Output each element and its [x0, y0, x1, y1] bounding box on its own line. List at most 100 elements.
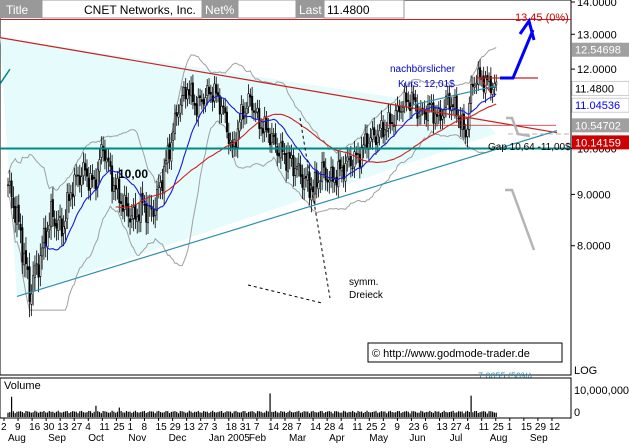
candle-body — [360, 146, 363, 167]
date-tick-label: 27 — [198, 422, 210, 433]
volume-bar — [439, 413, 442, 417]
candle-body — [222, 105, 225, 108]
after-hours-label: nachbörslicher — [390, 64, 456, 75]
date-tick-label: 27 — [71, 422, 83, 433]
volume-bar — [378, 412, 381, 417]
volume-bar — [70, 412, 72, 417]
price-badge-bg — [572, 42, 629, 57]
candle-body — [238, 121, 241, 132]
copyright-box — [367, 342, 563, 363]
volume-bar — [75, 411, 77, 417]
candle-body — [317, 182, 320, 190]
candle-body — [245, 107, 248, 114]
candle-body — [112, 185, 115, 192]
candle-body — [475, 82, 478, 85]
date-tick-label: 23 — [408, 422, 420, 433]
candle-body — [434, 113, 437, 124]
candle-body — [132, 207, 135, 219]
volume-bar — [133, 411, 135, 417]
candle-body — [209, 91, 212, 95]
candle-body — [33, 265, 36, 278]
candle-body — [59, 215, 62, 218]
candle-body — [353, 151, 356, 168]
volume-tick-zero: 0 — [574, 407, 580, 419]
volume-bar — [61, 412, 63, 417]
candle-body — [313, 171, 316, 195]
volume-bar — [32, 412, 34, 417]
volume-bar — [391, 412, 393, 417]
volume-bar — [282, 411, 284, 417]
candle-body — [416, 103, 419, 119]
volume-bar — [116, 411, 119, 417]
volume-bar — [48, 410, 50, 417]
candle-body — [161, 180, 164, 192]
volume-bar — [183, 411, 185, 417]
candle-body — [145, 203, 148, 223]
candle-body — [269, 133, 272, 146]
volume-bar — [427, 411, 429, 417]
volume-bar — [25, 411, 27, 417]
candle-body — [495, 81, 498, 86]
candle-body — [324, 167, 327, 181]
volume-bar — [303, 411, 305, 417]
volume-bar — [472, 412, 474, 417]
volume-bar — [63, 411, 65, 417]
volume-bar — [292, 412, 295, 417]
candle-body — [380, 120, 383, 129]
volume-bar — [222, 412, 224, 417]
date-tick-label: 9 — [15, 422, 21, 433]
volume-bar — [429, 410, 431, 417]
annotation-overlays: 13.45 (0%) nachbörslicher Kurs: 12,01$ Gap … — [118, 12, 571, 381]
volume-bar — [167, 411, 169, 417]
projection-path-down — [505, 188, 536, 251]
volume-bar — [317, 412, 320, 417]
candle-body — [220, 105, 223, 115]
volume-bar — [136, 412, 138, 417]
candle-body — [243, 111, 246, 118]
volume-bar — [423, 412, 426, 417]
volume-bar — [289, 410, 291, 417]
date-tick-label: 25 — [366, 422, 378, 433]
candle-body — [188, 89, 191, 96]
volume-bar — [387, 411, 390, 417]
volume-bar — [168, 413, 171, 417]
candle-body — [71, 193, 74, 198]
volume-bar — [283, 411, 286, 417]
volume-bar — [341, 412, 343, 417]
volume-bar — [21, 411, 23, 417]
volume-bar — [377, 412, 379, 417]
candle-body — [69, 192, 72, 200]
date-tick-label: 9 — [394, 422, 400, 433]
volume-bar — [251, 411, 253, 417]
volume-bar — [274, 410, 277, 417]
candle-body — [299, 164, 302, 177]
candle-body — [30, 293, 33, 305]
up-arrow-head — [518, 17, 536, 41]
date-tick-label: 27 — [451, 422, 463, 433]
candle-body — [127, 203, 130, 217]
volume-bar — [490, 411, 492, 417]
volume-bar — [228, 411, 230, 417]
month-label: Aug — [8, 433, 26, 443]
price-badge-label: 11.04536 — [575, 100, 620, 112]
volume-bar — [355, 412, 357, 417]
candle-body — [488, 77, 491, 82]
candle-body — [57, 219, 60, 231]
volume-bar — [353, 412, 356, 417]
month-label: Sep — [48, 433, 66, 443]
candle-body — [295, 165, 298, 170]
volume-bar — [413, 411, 415, 417]
candle-body — [441, 115, 444, 120]
volume-bar — [88, 410, 90, 417]
candle-body — [285, 153, 288, 171]
candle-body — [439, 109, 442, 121]
candle-body — [355, 152, 358, 156]
volume-bar — [461, 411, 463, 417]
candle-body — [455, 95, 458, 117]
volume-bar — [493, 412, 496, 417]
volume-bar — [368, 412, 370, 417]
volume-bar — [16, 411, 18, 417]
volume-bar — [34, 410, 36, 417]
volume-bar — [143, 410, 146, 417]
volume-bar — [459, 411, 461, 417]
